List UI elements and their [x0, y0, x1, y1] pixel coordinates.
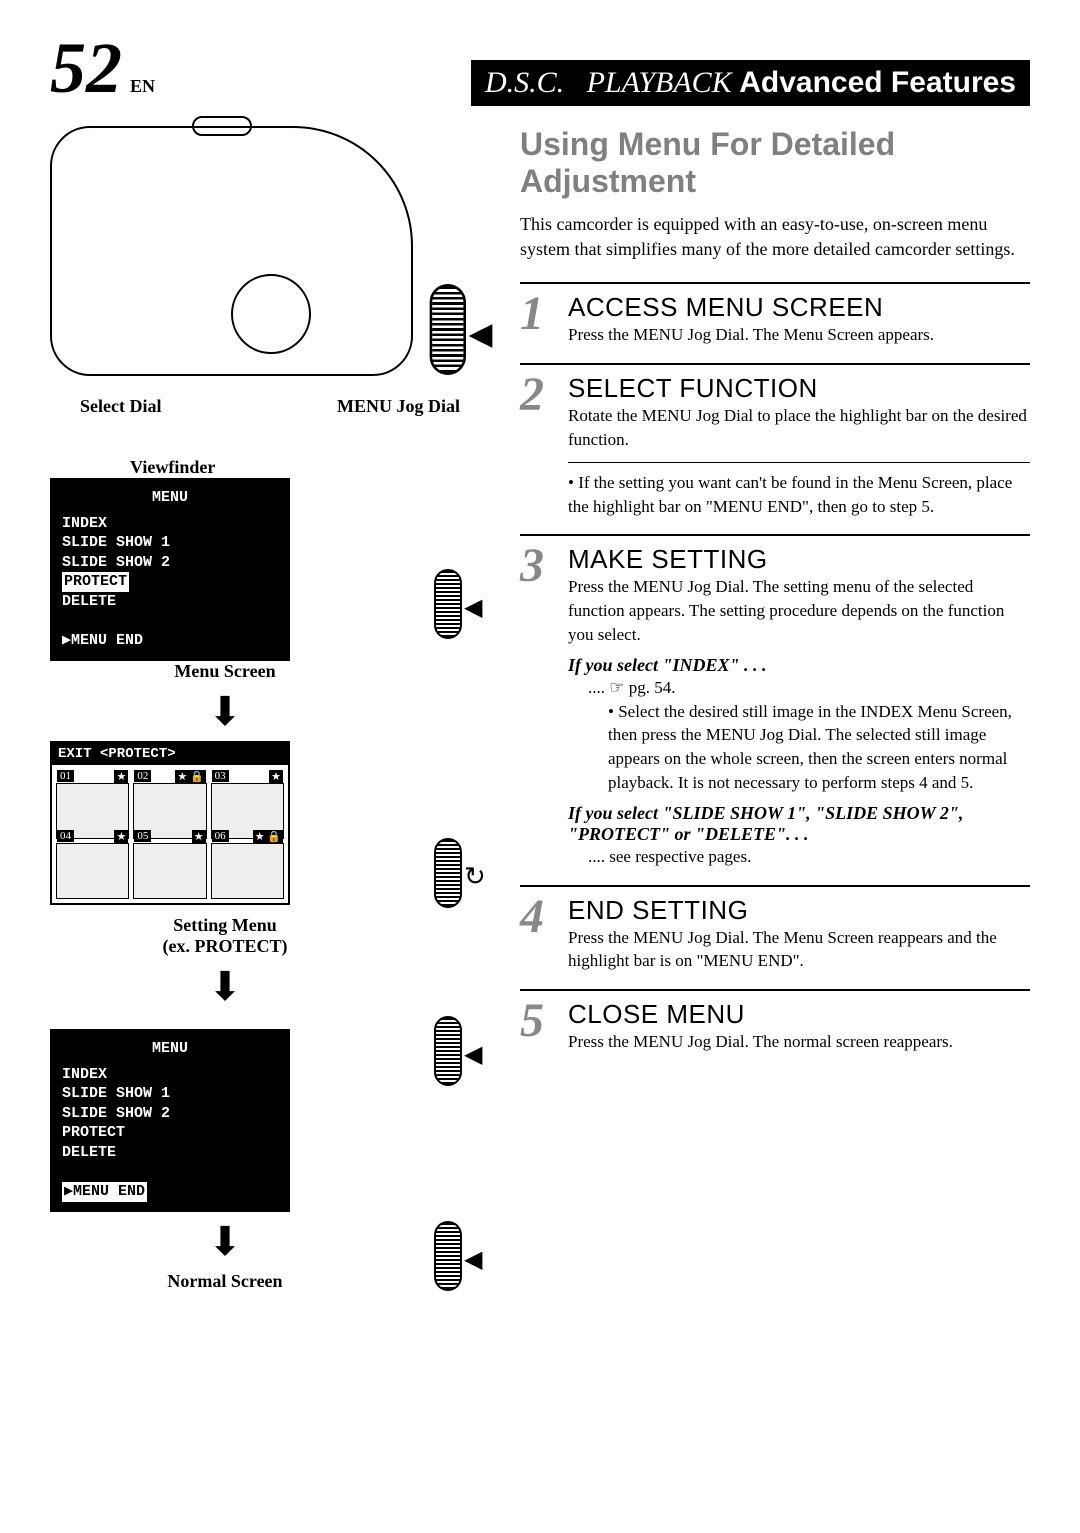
- step-2: 2 SELECT FUNCTION Rotate the MENU Jog Di…: [520, 363, 1030, 518]
- step-body: Rotate the MENU Jog Dial to place the hi…: [568, 404, 1030, 452]
- jog-dial-icon: ◀: [424, 284, 498, 388]
- thumb-cell: 06★ 🔒: [211, 843, 284, 899]
- header-prefix: D.S.C.: [485, 66, 564, 99]
- menu-item: PROTECT: [62, 1123, 278, 1143]
- menu-screen-box-2: MENU INDEX SLIDE SHOW 1 SLIDE SHOW 2 PRO…: [50, 1029, 290, 1212]
- section-title: Using Menu For Detailed Adjustment: [520, 126, 1030, 200]
- lang-code: EN: [130, 76, 155, 97]
- step-title: MAKE SETTING: [568, 544, 1030, 575]
- setting-menu-label-1: Setting Menu: [50, 915, 400, 936]
- jog-dial-icon: ◀: [430, 1016, 490, 1096]
- step-body: Press the MENU Jog Dial. The normal scre…: [568, 1030, 1030, 1054]
- down-arrow-icon: ⬇: [50, 1218, 400, 1265]
- menu-end: ▶MENU END: [62, 631, 278, 651]
- protect-setting-box: EXIT <PROTECT> 01★ 02★ 🔒 03★ 04★ 05★ 06★…: [50, 741, 290, 905]
- step-number: 5: [520, 999, 556, 1054]
- sub-heading: If you select "SLIDE SHOW 1", "SLIDE SHO…: [568, 803, 1030, 845]
- step-1: 1 ACCESS MENU SCREEN Press the MENU Jog …: [520, 282, 1030, 347]
- protect-header: EXIT <PROTECT>: [52, 743, 288, 765]
- normal-screen-label: Normal Screen: [50, 1271, 400, 1292]
- step-bullet: If the setting you want can't be found i…: [568, 462, 1030, 519]
- header-suffix: Advanced Features: [739, 66, 1016, 99]
- jog-dial-icon: ◀: [430, 569, 490, 649]
- down-arrow-icon: ⬇: [50, 963, 400, 1010]
- menu-screen-label: Menu Screen: [50, 661, 400, 682]
- thumb-cell: 05★: [133, 843, 206, 899]
- menu-item: DELETE: [62, 1143, 278, 1163]
- sub-body: .... ☞ pg. 54.: [588, 676, 1030, 700]
- camcorder-illustration: [50, 126, 413, 376]
- right-column: Using Menu For Detailed Adjustment This …: [520, 126, 1030, 1306]
- menu-title: MENU: [62, 1039, 278, 1059]
- page-header: 52 EN D.S.C. PLAYBACK Advanced Features: [50, 40, 1030, 106]
- sub-heading: If you select "INDEX" . . .: [568, 655, 1030, 676]
- setting-menu-label-2: (ex. PROTECT): [50, 936, 400, 957]
- down-arrow-icon: ⬇: [50, 688, 400, 735]
- menu-item: SLIDE SHOW 1: [62, 533, 278, 553]
- step-4: 4 END SETTING Press the MENU Jog Dial. T…: [520, 885, 1030, 974]
- step-number: 2: [520, 373, 556, 452]
- intro-text: This camcorder is equipped with an easy-…: [520, 212, 1030, 262]
- step-number: 1: [520, 292, 556, 347]
- step-body: Press the MENU Jog Dial. The Menu Screen…: [568, 323, 1030, 347]
- step-number: 3: [520, 544, 556, 868]
- jog-dial-rotate-icon: ↻: [430, 838, 490, 918]
- step-title: END SETTING: [568, 895, 1030, 926]
- step-3: 3 MAKE SETTING Press the MENU Jog Dial. …: [520, 534, 1030, 868]
- menu-item: SLIDE SHOW 2: [62, 553, 278, 573]
- menu-item: INDEX: [62, 1065, 278, 1085]
- step-number: 4: [520, 895, 556, 974]
- viewfinder-label: Viewfinder: [130, 457, 490, 478]
- step-5: 5 CLOSE MENU Press the MENU Jog Dial. Th…: [520, 989, 1030, 1054]
- sub-body: .... see respective pages.: [588, 845, 1030, 869]
- menu-end-selected: ▶MENU END: [62, 1182, 147, 1202]
- header-mid: PLAYBACK: [587, 66, 732, 99]
- jog-dial-icon: ◀: [430, 1221, 490, 1301]
- menu-screen-box: MENU INDEX SLIDE SHOW 1 SLIDE SHOW 2 PRO…: [50, 478, 290, 661]
- menu-item-selected: PROTECT: [62, 572, 129, 592]
- page-number-block: 52 EN: [50, 40, 155, 98]
- step-title: SELECT FUNCTION: [568, 373, 1030, 404]
- menu-jog-dial-label: MENU Jog Dial: [337, 396, 460, 417]
- sub-bullet: Select the desired still image in the IN…: [608, 700, 1030, 795]
- menu-item: INDEX: [62, 514, 278, 534]
- menu-item: SLIDE SHOW 2: [62, 1104, 278, 1124]
- header-bar: D.S.C. PLAYBACK Advanced Features: [471, 60, 1030, 106]
- step-body: Press the MENU Jog Dial. The Menu Screen…: [568, 926, 1030, 974]
- left-column: ◀ Select Dial MENU Jog Dial Viewfinder M…: [50, 126, 490, 1306]
- step-title: ACCESS MENU SCREEN: [568, 292, 1030, 323]
- page-number: 52: [50, 40, 122, 98]
- step-title: CLOSE MENU: [568, 999, 1030, 1030]
- content: ◀ Select Dial MENU Jog Dial Viewfinder M…: [50, 126, 1030, 1306]
- step-body: Press the MENU Jog Dial. The setting men…: [568, 575, 1030, 646]
- select-dial-label: Select Dial: [80, 396, 161, 417]
- thumb-cell: 04★: [56, 843, 129, 899]
- menu-item: SLIDE SHOW 1: [62, 1084, 278, 1104]
- menu-item: DELETE: [62, 592, 278, 612]
- menu-title: MENU: [62, 488, 278, 508]
